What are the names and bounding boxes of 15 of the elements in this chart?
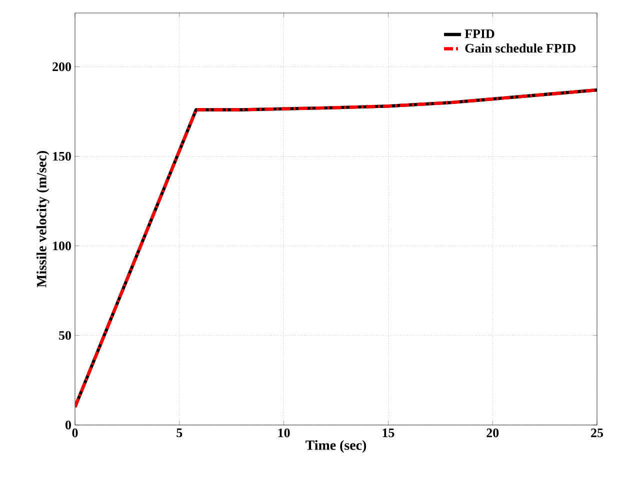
legend-label: FPID [464, 30, 494, 38]
y-tick-label: 0 [66, 420, 71, 430]
x-tick-label: 20 [486, 428, 499, 438]
y-tick-label: 200 [52, 62, 71, 72]
y-tick-label: 100 [53, 242, 71, 250]
y-tick-label: 50 [59, 331, 71, 340]
x-axis-title: Time (sec) [306, 440, 366, 453]
x-tick-label: 0 [72, 428, 78, 438]
x-tick-label: 5 [176, 428, 182, 438]
x-tick-label: 10 [278, 428, 290, 438]
legend-label: Gain schedule FPID [465, 44, 576, 53]
x-tick-label: 15 [382, 428, 394, 438]
x-tick-label: 25 [591, 428, 604, 438]
y-axis-title: Missile velocity (m/sec) [36, 151, 50, 288]
y-tick-label: 150 [53, 152, 71, 161]
